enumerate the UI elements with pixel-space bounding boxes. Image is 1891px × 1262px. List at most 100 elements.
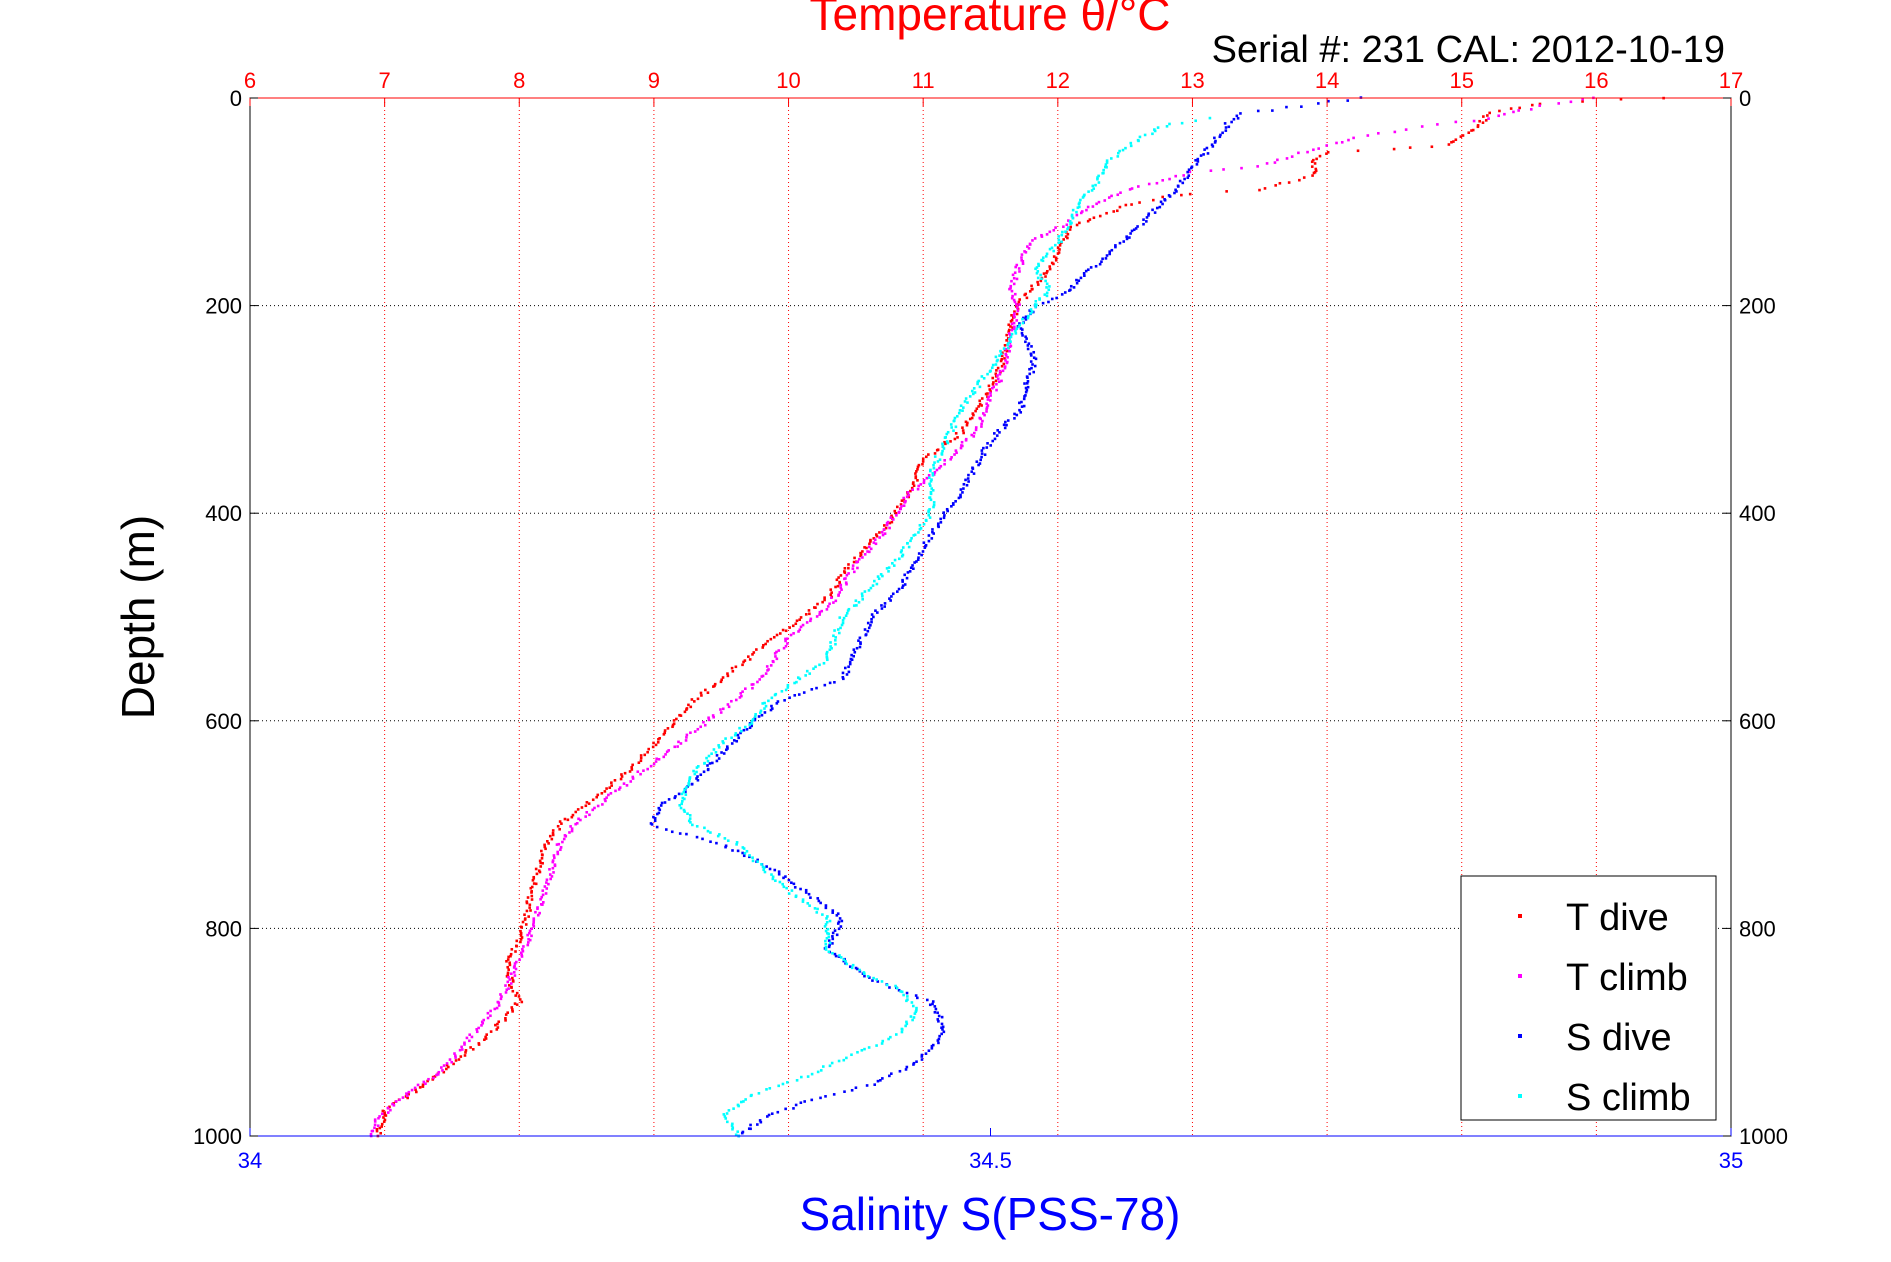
data-point	[689, 705, 693, 709]
data-point	[1044, 255, 1048, 258]
data-point	[1079, 198, 1082, 202]
data-point	[1472, 119, 1476, 123]
data-point	[1447, 143, 1451, 146]
data-point	[489, 1014, 492, 1018]
data-point	[1026, 344, 1030, 347]
data-point	[927, 513, 931, 517]
data-point	[929, 492, 933, 496]
data-point	[794, 622, 798, 626]
data-point	[1087, 190, 1090, 193]
data-point	[513, 1002, 517, 1005]
data-point	[1095, 202, 1098, 206]
data-point	[945, 440, 949, 443]
depth-tick-label: 400	[1739, 501, 1776, 526]
data-point	[977, 463, 980, 467]
data-point	[911, 1018, 914, 1022]
data-point	[1079, 211, 1083, 215]
data-point	[529, 909, 532, 912]
data-point	[617, 788, 621, 791]
data-point	[1048, 230, 1052, 234]
data-point	[857, 639, 860, 642]
data-point	[525, 909, 529, 913]
data-point	[686, 812, 689, 816]
data-point	[1156, 126, 1160, 129]
data-point	[623, 771, 627, 775]
data-point	[436, 1073, 440, 1076]
data-point	[1227, 125, 1231, 129]
data-point	[562, 837, 566, 841]
data-point	[704, 688, 707, 692]
data-point	[544, 892, 548, 895]
data-point	[1129, 144, 1133, 148]
data-point	[832, 634, 835, 638]
data-point	[980, 425, 983, 428]
data-point	[637, 761, 641, 765]
data-point	[1486, 114, 1489, 117]
data-point	[532, 918, 536, 922]
data-point	[998, 431, 1001, 434]
data-point	[972, 435, 976, 438]
data-point	[938, 458, 942, 461]
data-point	[1030, 345, 1033, 348]
data-point	[1101, 171, 1104, 175]
data-point	[445, 1062, 449, 1065]
data-point	[1509, 107, 1513, 110]
data-point	[863, 546, 866, 549]
data-point	[670, 830, 674, 834]
data-point	[1377, 131, 1380, 135]
data-point	[485, 1033, 488, 1036]
data-point	[809, 617, 813, 621]
data-series	[369, 96, 1665, 1138]
data-point	[1013, 292, 1017, 296]
data-point	[695, 777, 698, 780]
data-point	[879, 573, 883, 576]
data-point	[1205, 146, 1209, 150]
data-point	[848, 660, 852, 664]
data-point	[967, 473, 970, 477]
data-point	[1105, 165, 1108, 169]
data-point	[1005, 361, 1009, 365]
data-point	[1042, 272, 1046, 275]
temperature-tick-label: 12	[1046, 68, 1070, 93]
data-point	[530, 885, 534, 889]
data-point	[1048, 247, 1052, 251]
data-point	[534, 882, 538, 886]
data-point	[801, 898, 805, 901]
data-point	[815, 615, 819, 618]
data-point	[522, 945, 525, 948]
data-point	[850, 658, 854, 662]
data-point	[732, 1107, 735, 1110]
data-point	[944, 442, 947, 446]
data-point	[803, 1100, 806, 1103]
data-point	[784, 875, 787, 878]
data-point	[1033, 364, 1037, 368]
data-point	[814, 665, 817, 669]
data-point	[1213, 141, 1217, 144]
data-point	[972, 387, 976, 390]
data-point	[743, 725, 747, 729]
data-point	[962, 406, 965, 409]
data-point	[838, 616, 842, 619]
data-point	[980, 449, 984, 452]
data-point	[998, 372, 1002, 376]
data-point	[1052, 255, 1056, 258]
data-point	[943, 514, 946, 517]
data-point	[392, 1104, 396, 1107]
data-point	[552, 854, 556, 857]
data-point	[1032, 356, 1036, 360]
data-point	[532, 882, 536, 885]
data-point	[608, 786, 612, 790]
data-point	[706, 764, 709, 767]
data-point	[1054, 258, 1058, 262]
data-point	[965, 483, 969, 487]
data-point	[1017, 300, 1021, 304]
data-point	[909, 539, 912, 543]
data-point	[1057, 241, 1061, 244]
data-point	[836, 922, 840, 925]
data-point	[1021, 259, 1025, 263]
data-point	[897, 587, 901, 591]
data-point	[1057, 235, 1061, 238]
data-point	[1028, 367, 1031, 371]
data-point	[1530, 103, 1534, 107]
data-point	[600, 791, 604, 795]
